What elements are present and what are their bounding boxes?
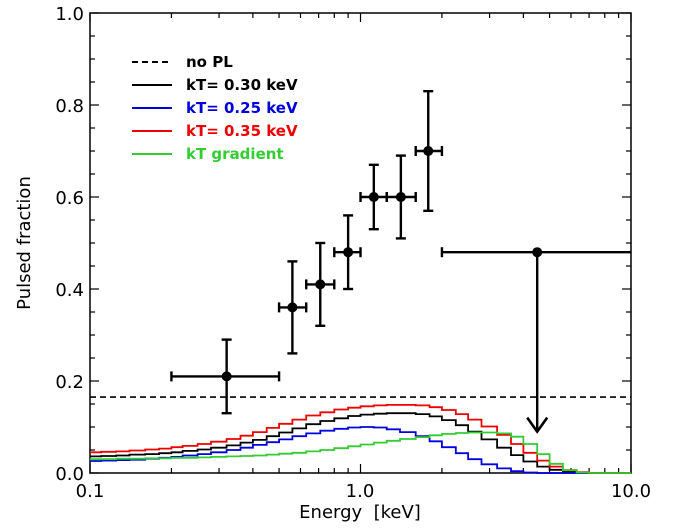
legend-entry: kT= 0.30 keV <box>132 76 298 94</box>
model-curve <box>90 431 631 474</box>
plot-frame <box>89 12 632 474</box>
data-marker <box>343 247 354 258</box>
data-point <box>170 338 281 415</box>
legend-label: kT= 0.35 keV <box>186 122 298 140</box>
x-tick-labels: 0.1 1.0 10.0 <box>76 481 651 502</box>
data-point <box>333 214 362 291</box>
data-marker <box>315 279 326 290</box>
legend-entry: kT gradient <box>132 145 284 163</box>
model-curves <box>90 396 631 474</box>
data-marker <box>395 192 406 202</box>
data-points <box>170 89 631 434</box>
legend-entry: kT= 0.35 keV <box>132 122 298 140</box>
x-tick-label: 0.1 <box>76 481 105 502</box>
legend-label: kT= 0.30 keV <box>186 76 298 94</box>
data-point <box>359 163 388 231</box>
legend-label: no PL <box>186 53 233 71</box>
data-point <box>385 154 417 240</box>
x-tick-label: 10.0 <box>611 481 651 502</box>
legend-entry: no PL <box>132 53 233 71</box>
data-marker <box>287 302 298 313</box>
axis-ticks <box>89 12 632 474</box>
data-point <box>277 260 308 355</box>
data-point <box>305 241 336 327</box>
data-marker <box>221 371 232 382</box>
y-tick-label: 0.2 <box>55 372 84 393</box>
data-point <box>414 89 444 213</box>
y-tick-label: 1.0 <box>55 4 84 25</box>
x-axis-label: Energy [keV] <box>299 502 421 523</box>
legend-entry: kT= 0.25 keV <box>132 99 298 117</box>
model-curve <box>90 412 631 474</box>
y-tick-label: 0.6 <box>55 188 84 209</box>
x-tick-label: 1.0 <box>346 481 375 502</box>
legend-label: kT gradient <box>186 145 284 163</box>
model-curve <box>90 404 631 474</box>
y-tick-label: 0.4 <box>55 280 84 301</box>
y-axis-label: Pulsed fraction <box>14 176 35 310</box>
y-tick-label: 0.0 <box>55 464 84 485</box>
upper-limit-point <box>440 247 631 434</box>
data-marker <box>423 146 434 156</box>
legend-label: kT= 0.25 keV <box>186 99 298 117</box>
upper-limit-arrowhead <box>526 416 549 434</box>
y-tick-label: 0.8 <box>55 96 84 117</box>
data-marker <box>368 192 379 202</box>
legend: no PL kT= 0.30 keV kT= 0.25 keV kT= 0.35… <box>132 53 298 163</box>
data-marker <box>532 247 543 258</box>
y-tick-labels: 0.0 0.2 0.4 0.6 0.8 1.0 <box>55 4 84 485</box>
